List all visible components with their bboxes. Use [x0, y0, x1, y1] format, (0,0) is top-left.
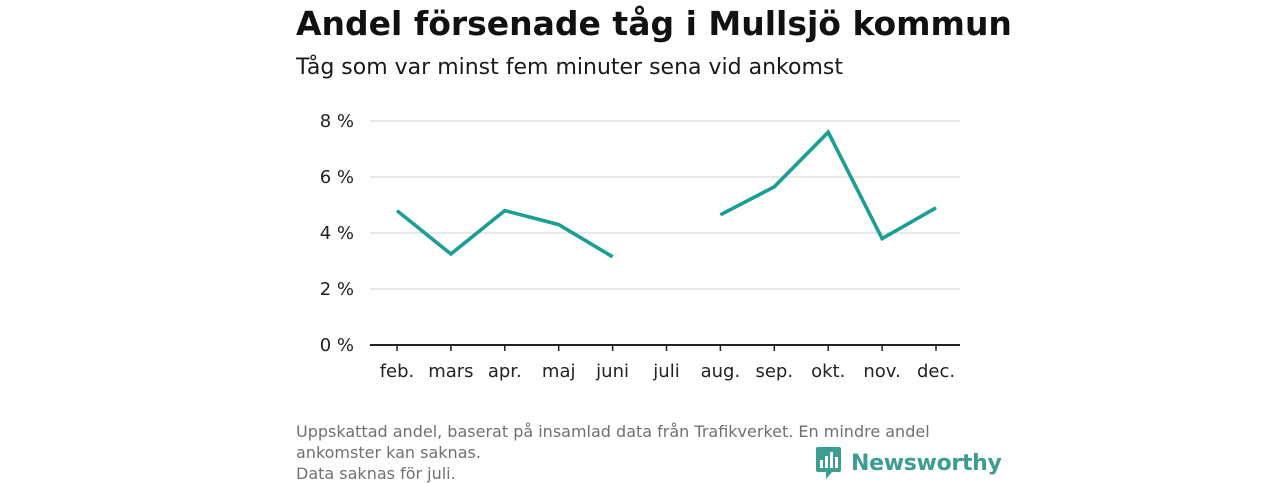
- x-tick-label-0: feb.: [380, 361, 415, 382]
- chart-title: Andel försenade tåg i Mullsjö kommun: [296, 4, 1012, 43]
- y-tick-label-4: 4 %: [320, 223, 354, 244]
- x-axis: [370, 344, 960, 351]
- x-tick-label-7: sep.: [755, 361, 793, 382]
- footnote-line-1: Uppskattad andel, baserat på insamlad da…: [296, 422, 930, 441]
- series-lines: [395, 129, 937, 259]
- chart-subtitle: Tåg som var minst fem minuter sena vid a…: [296, 55, 843, 80]
- x-tick-labels: feb. mars apr. maj juni juli aug. sep. okt. nov. d…: [380, 361, 955, 382]
- x-tick-label-8: okt.: [811, 361, 845, 382]
- x-tick-label-6: aug.: [701, 361, 741, 382]
- series-0-segment-1: [719, 129, 937, 242]
- y-tick-label-8: 8 %: [320, 111, 354, 132]
- x-tick-label-9: nov.: [863, 361, 900, 382]
- bar-chart-logo-icon: [816, 447, 841, 479]
- footnote-line-2: ankomster kan saknas.: [296, 443, 481, 462]
- x-tick-label-2: apr.: [488, 361, 522, 382]
- y-tick-label-0: 0 %: [320, 335, 354, 356]
- brand-logo: Newsworthy: [815, 446, 1002, 480]
- footnote-line-3: Data saknas för juli.: [296, 464, 456, 483]
- series-0-segment-0: [395, 208, 614, 259]
- x-tick-label-1: mars: [428, 361, 473, 382]
- x-tick-label-4: juni: [595, 361, 629, 382]
- x-tick-label-5: juli: [652, 361, 679, 382]
- line-chart: 0 % 2 % 4 % 6 % 8 % feb. mars apr. maj juni juli a…: [320, 111, 960, 382]
- y-tick-label-2: 2 %: [320, 279, 354, 300]
- footnote: Uppskattad andel, baserat på insamlad da…: [296, 421, 986, 484]
- x-tick-label-10: dec.: [917, 361, 955, 382]
- y-tick-labels: 0 % 2 % 4 % 6 % 8 %: [320, 111, 354, 356]
- y-tick-label-6: 6 %: [320, 167, 354, 188]
- x-tick-label-3: maj: [542, 361, 576, 382]
- brand-name: Newsworthy: [851, 450, 1002, 476]
- gridlines: [370, 120, 960, 290]
